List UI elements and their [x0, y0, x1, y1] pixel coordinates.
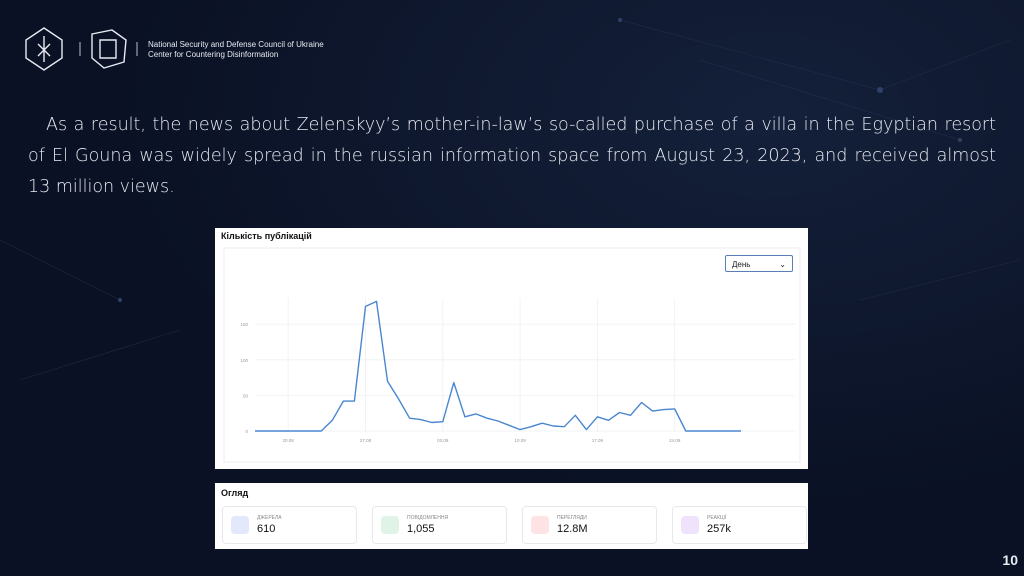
y-tick-label: 150 [240, 322, 248, 327]
stat-icon [681, 516, 699, 534]
organization: National Security and Defense Council of… [148, 40, 324, 60]
stat-label: ДЖЕРЕЛА [257, 515, 282, 521]
stat-card: ДЖЕРЕЛА 610 [222, 506, 357, 544]
stat-label: ПОВІДОМЛЕННЯ [407, 515, 449, 521]
stat-card: РЕАКЦІЇ 257k [672, 506, 807, 544]
stat-value: 1,055 [407, 523, 435, 535]
overview-title: Огляд [221, 488, 249, 498]
stat-icon [381, 516, 399, 534]
x-tick-label: 10.09 [514, 438, 526, 443]
chart-panel: Кількість публікацій 0 50 100 150 20.08 27.08… [215, 228, 808, 469]
page-number: 10 [1002, 552, 1018, 568]
paragraph: As a result, the news about Zelenskyy’s … [28, 115, 996, 197]
stat-value: 257k [707, 523, 731, 535]
stat-card: ПЕРЕГЛЯДИ 12.8M [522, 506, 657, 544]
y-tick-label: 50 [243, 393, 249, 398]
chart-title: Кількість публікацій [221, 231, 312, 241]
x-tick-label: 03.09 [437, 438, 449, 443]
stat-value: 12.8M [557, 523, 588, 535]
y-tick-label: 0 [245, 429, 248, 434]
y-tick-label: 100 [240, 358, 248, 363]
dropdown-caret: ⌄ [779, 260, 786, 269]
stat-value: 610 [257, 523, 276, 535]
x-tick-label: 27.08 [360, 438, 372, 443]
x-tick-label: 17.09 [592, 438, 604, 443]
x-tick-label: 20.08 [283, 438, 295, 443]
org-line: Center for Countering Disinformation [148, 50, 279, 59]
overview-panel: Огляд ДЖЕРЕЛА 610 ПОВІДОМЛЕННЯ 1,055 ПЕРЕГЛЯ… [215, 483, 808, 549]
stat-icon [231, 516, 249, 534]
stat-label: РЕАКЦІЇ [707, 515, 727, 521]
plot-frame [223, 247, 801, 463]
x-tick-label: 24.09 [669, 438, 681, 443]
stat-card: ПОВІДОМЛЕННЯ 1,055 [372, 506, 507, 544]
chart: 0 50 100 150 20.08 27.08 03.09 10.09 17.09 24.09 [223, 247, 801, 463]
series-line [255, 300, 741, 432]
stat-icon [531, 516, 549, 534]
period-dropdown[interactable]: День ⌄ [725, 255, 793, 272]
dropdown-label: День [732, 260, 751, 269]
stat-label: ПЕРЕГЛЯДИ [557, 515, 587, 521]
org-line: National Security and Defense Council of… [148, 40, 324, 49]
logo [25, 27, 138, 71]
